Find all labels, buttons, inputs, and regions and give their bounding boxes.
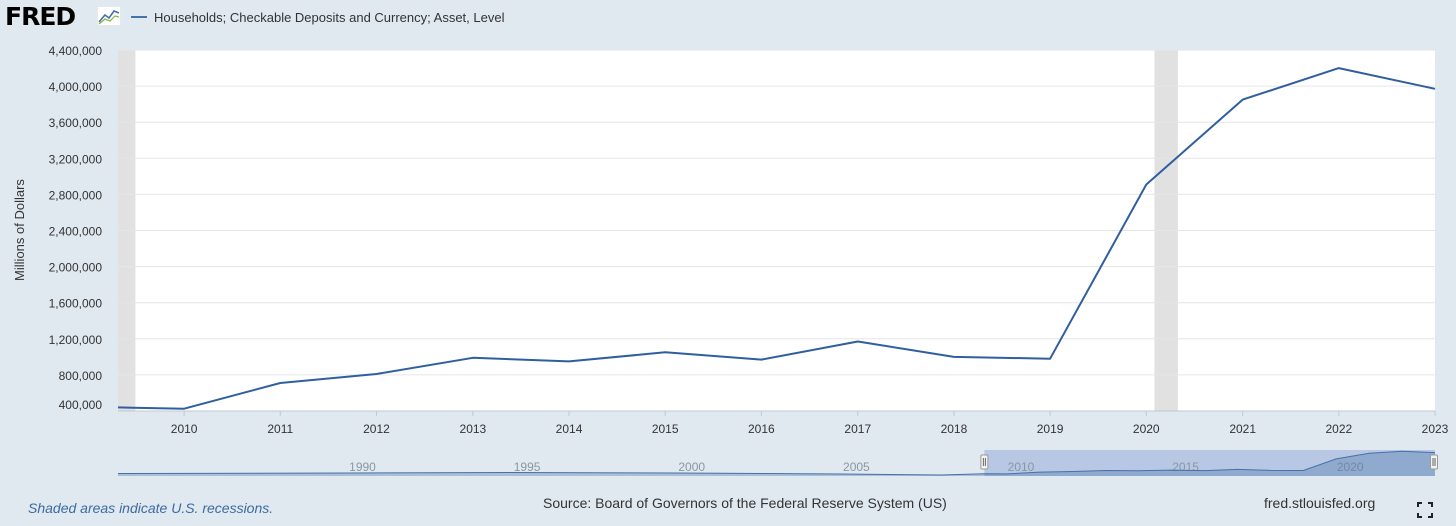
x-tick-label: 2021 [1229,422,1256,436]
legend-series-swatch [131,16,147,18]
y-tick-label: 1,600,000 [49,297,103,311]
legend-series-label: Households; Checkable Deposits and Curre… [154,9,505,25]
y-tick-label: 4,400,000 [49,44,103,58]
x-tick-label: 2014 [556,422,583,436]
fullscreen-icon[interactable] [1417,502,1433,518]
x-tick-label: 2012 [363,422,390,436]
y-tick-label: 1,200,000 [49,333,103,347]
navigator-line [117,450,1436,476]
x-tick-label: 2022 [1325,422,1352,436]
x-tick-label: 2011 [267,422,293,436]
navigator-handle[interactable] [1430,454,1438,470]
line-chart[interactable]: Millions of Dollars 400,000 800,000 1,200,… [0,34,1456,484]
fred-logo[interactable]: FRED [5,2,76,31]
series-line [117,67,1436,410]
x-tick-label: 2013 [460,422,487,436]
x-tick-label: 2017 [844,422,871,436]
chart-header: FRED Households; Checkable Deposits and … [0,0,1456,34]
x-tick-label: 2018 [941,422,968,436]
navigator-year-label: 2010 [1008,460,1035,474]
navigator-year-label: 1990 [349,460,376,474]
y-tick-label: 2,800,000 [49,188,103,202]
x-tick-label: 2019 [1037,422,1064,436]
fred-url[interactable]: fred.stlouisfed.org [1264,495,1376,511]
navigator-year-label: 2020 [1337,460,1364,474]
x-tick-label: 2010 [171,422,198,436]
x-tick-label: 2023 [1422,422,1449,436]
y-tick-label: 4,000,000 [49,80,103,94]
navigator-handle[interactable] [980,454,989,470]
range-navigator: 1990199520002005201020152020 [117,450,1438,476]
x-tick-label: 2016 [748,422,775,436]
source-note[interactable]: Source: Board of Governors of the Federa… [543,495,947,511]
navigator-year-label: 2000 [678,460,705,474]
navigator-year-label: 2005 [843,460,870,474]
y-axis-title: Millions of Dollars [12,179,27,281]
y-tick-label: 800,000 [59,369,103,383]
y-tick-label: 2,000,000 [49,261,103,275]
y-tick-label: 3,200,000 [49,152,103,166]
y-tick-label: 3,600,000 [49,116,103,130]
y-tick-label: 400,000 [59,398,103,412]
x-tick-label: 2020 [1133,422,1160,436]
x-tick-label: 2015 [652,422,679,436]
chart-legend[interactable]: Households; Checkable Deposits and Curre… [131,7,504,27]
y-tick-label: 2,400,000 [49,225,103,239]
fred-logo-chart-icon [97,6,121,26]
navigator-year-label: 1995 [514,460,541,474]
recession-note: Shaded areas indicate U.S. recessions. [28,500,274,516]
